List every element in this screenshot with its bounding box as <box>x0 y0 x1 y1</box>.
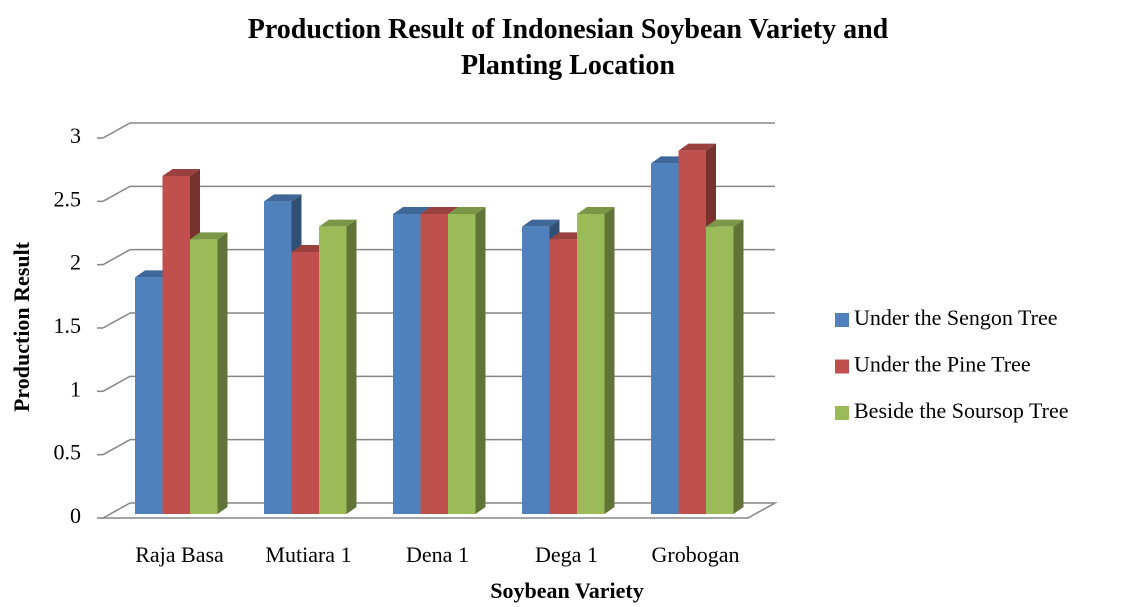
bar-front <box>420 214 448 514</box>
x-tick-label: Grobogan <box>652 542 740 567</box>
bar <box>577 207 615 514</box>
y-tick-label: 1 <box>70 376 81 401</box>
bar-side <box>346 219 357 514</box>
bar-top <box>577 207 615 214</box>
legend-swatch <box>835 406 849 420</box>
bar-top <box>190 232 228 240</box>
bar-front <box>291 252 319 514</box>
grid-line-side <box>102 249 131 266</box>
y-tick-label: 2.5 <box>54 186 82 211</box>
x-tick-label: Raja Basa <box>135 542 224 567</box>
bar-side <box>604 207 615 514</box>
bar-front <box>448 214 476 514</box>
bar-top <box>162 169 200 176</box>
grid-line-side <box>102 122 131 139</box>
bar-front <box>135 277 163 514</box>
y-tick-label: 0.5 <box>54 440 82 465</box>
y-tick-label: 3 <box>70 123 81 148</box>
bar-side <box>217 232 228 515</box>
legend-label: Under the Pine Tree <box>854 352 1031 377</box>
bar-top <box>678 143 716 151</box>
legend-swatch <box>835 313 849 327</box>
bar-top <box>522 219 560 227</box>
y-tick-label: 2 <box>70 250 81 275</box>
grid-line-side <box>102 312 131 329</box>
bar-top <box>319 219 357 227</box>
bar-top <box>448 207 486 214</box>
bar-top <box>393 207 431 214</box>
bar-side <box>475 207 486 514</box>
x-axis-title: Soybean Variety <box>490 578 643 603</box>
y-axis-title: Production Result <box>9 241 34 412</box>
legend-label: Under the Sengon Tree <box>854 305 1057 330</box>
y-tick-label: 0 <box>70 503 81 528</box>
bar <box>190 232 228 515</box>
bar-front <box>549 239 577 515</box>
x-tick-label: Dena 1 <box>406 542 469 567</box>
bar-top <box>264 194 302 202</box>
bar-front <box>651 163 679 515</box>
bar-front <box>162 176 190 514</box>
legend-label: Beside the Soursop Tree <box>854 398 1069 423</box>
floor <box>100 502 778 519</box>
bar-front <box>190 239 218 515</box>
bar <box>706 219 744 514</box>
bar-front <box>393 214 421 514</box>
bar-front <box>577 214 605 514</box>
bar <box>448 207 486 514</box>
x-tick-label: Mutiara 1 <box>265 542 351 567</box>
grid-line-side <box>102 185 131 202</box>
y-tick-label: 1.5 <box>54 313 82 338</box>
grid-line-side <box>102 439 131 456</box>
bar-side <box>733 219 744 514</box>
bar-front <box>319 226 347 514</box>
bar-top <box>420 207 458 214</box>
legend-swatch <box>835 359 849 374</box>
bar-front <box>264 201 292 515</box>
bar-top <box>706 219 744 227</box>
x-tick-label: Dega 1 <box>535 542 598 567</box>
bar-front <box>522 226 550 514</box>
grid-line-side <box>102 375 131 392</box>
bar-front <box>678 150 706 514</box>
chart-title: Production Result of Indonesian Soybean … <box>247 14 889 81</box>
bar <box>319 219 357 514</box>
bar-front <box>706 226 734 514</box>
